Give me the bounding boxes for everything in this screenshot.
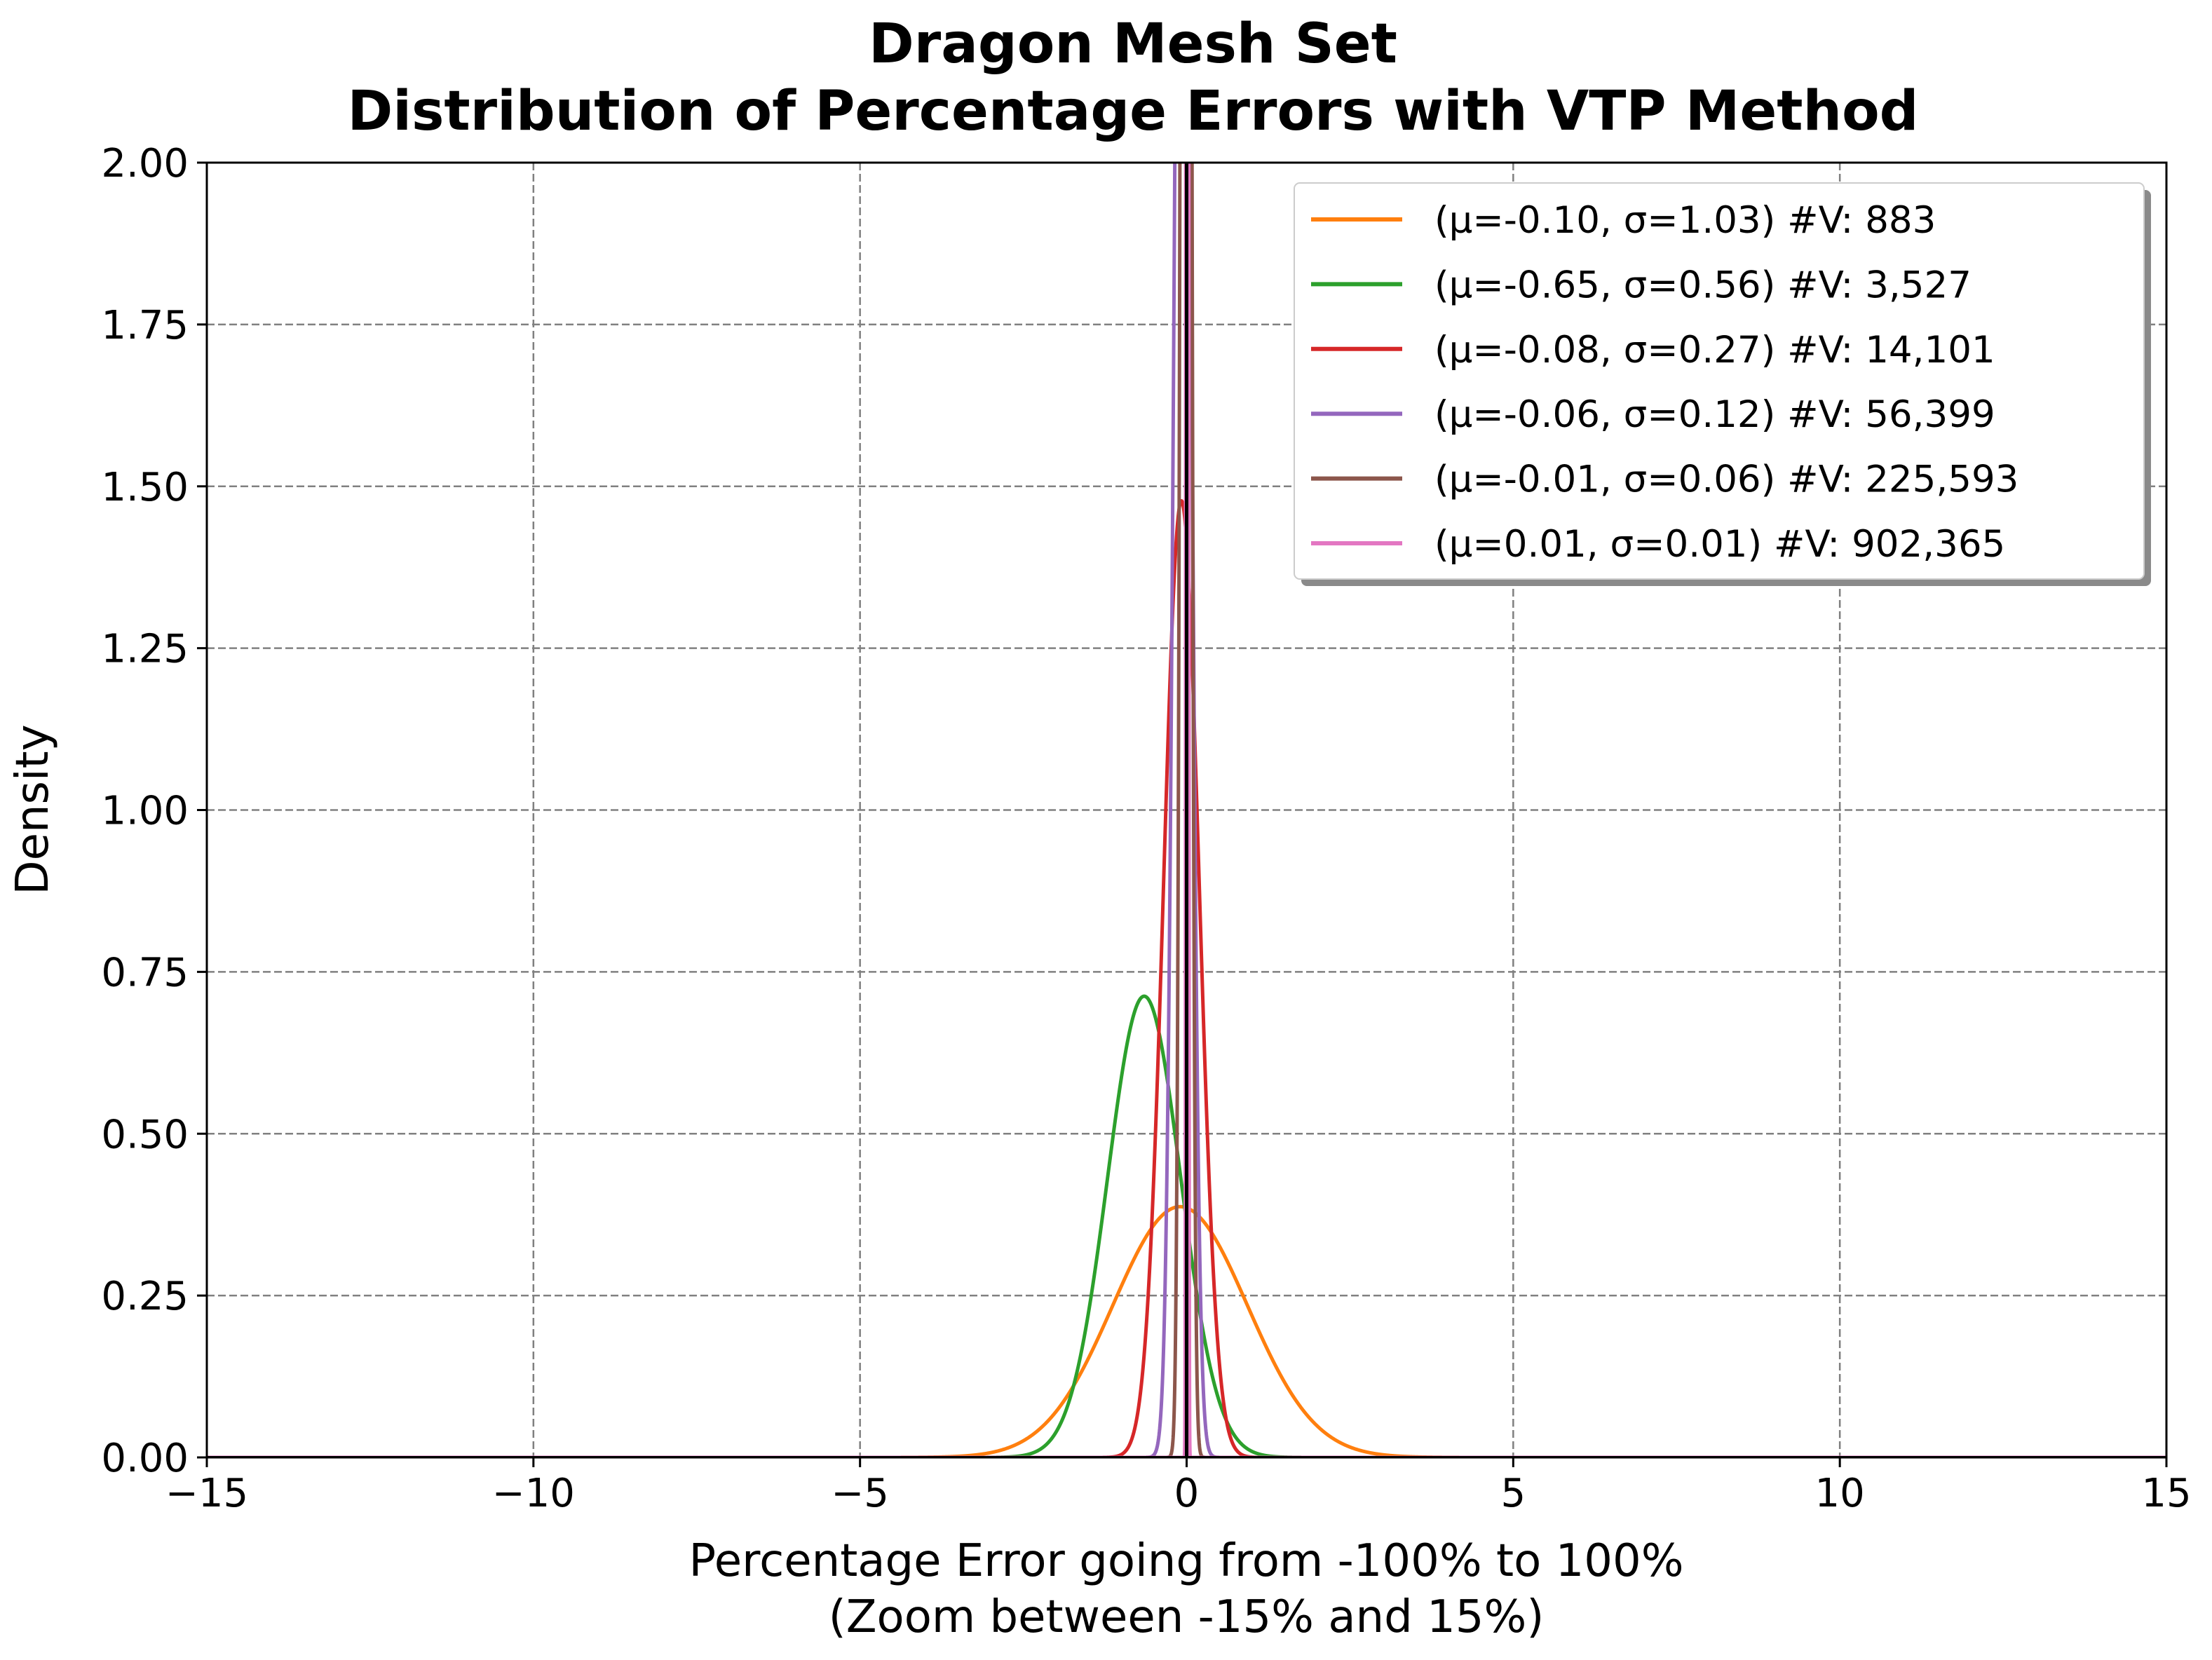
legend-label: (μ=-0.10, σ=1.03) #V: 883 [1434,199,1936,242]
y-tick-label: 0.75 [101,950,189,995]
y-tick-label: 1.00 [101,789,189,834]
x-tick-label: 5 [1501,1471,1526,1516]
legend-label: (μ=-0.08, σ=0.27) #V: 14,101 [1434,329,1995,372]
series-line-2 [207,994,2166,1457]
legend-box [1294,182,2145,580]
y-tick-label: 1.75 [101,303,189,348]
legend-label: (μ=0.01, σ=0.01) #V: 902,365 [1434,523,2005,566]
y-tick-label: 1.50 [101,465,189,510]
y-tick-label: 0.25 [101,1274,189,1319]
y-axis: 0.00 0.25 0.50 0.75 1.00 1.25 1.50 1.75 2.00 [101,141,207,1481]
chart-title: Dragon Mesh Set [869,13,1397,76]
x-tick-label: −5 [831,1471,889,1516]
y-tick-label: 0.50 [101,1112,189,1157]
legend-label: (μ=-0.65, σ=0.56) #V: 3,527 [1434,264,1972,306]
x-tick-label: −15 [165,1471,248,1516]
legend-label: (μ=-0.01, σ=0.06) #V: 225,593 [1434,458,2018,501]
chart-subtitle: Distribution of Percentage Errors with V… [347,80,1918,143]
series-line-1 [207,1204,2166,1457]
legend-label: (μ=-0.06, σ=0.12) #V: 56,399 [1434,393,1995,436]
x-tick-label: −10 [492,1471,575,1516]
y-axis-label: Density [7,724,59,894]
x-tick-label: 0 [1174,1471,1200,1516]
y-tick-label: 1.25 [101,627,189,672]
legend: (μ=-0.10, σ=1.03) #V: 883 (μ=-0.65, σ=0.5… [1294,182,2151,586]
y-tick-label: 0.00 [101,1436,189,1481]
x-axis: −15 −10 −5 0 5 10 15 [165,1457,2192,1516]
y-tick-label: 2.00 [101,141,189,186]
x-axis-label-zoom: (Zoom between -15% and 15%) [829,1591,1545,1643]
series-line-3 [207,498,2166,1457]
x-tick-label: 15 [2141,1471,2191,1516]
x-tick-label: 10 [1815,1471,1865,1516]
x-axis-label: Percentage Error going from -100% to 100… [688,1535,1683,1587]
